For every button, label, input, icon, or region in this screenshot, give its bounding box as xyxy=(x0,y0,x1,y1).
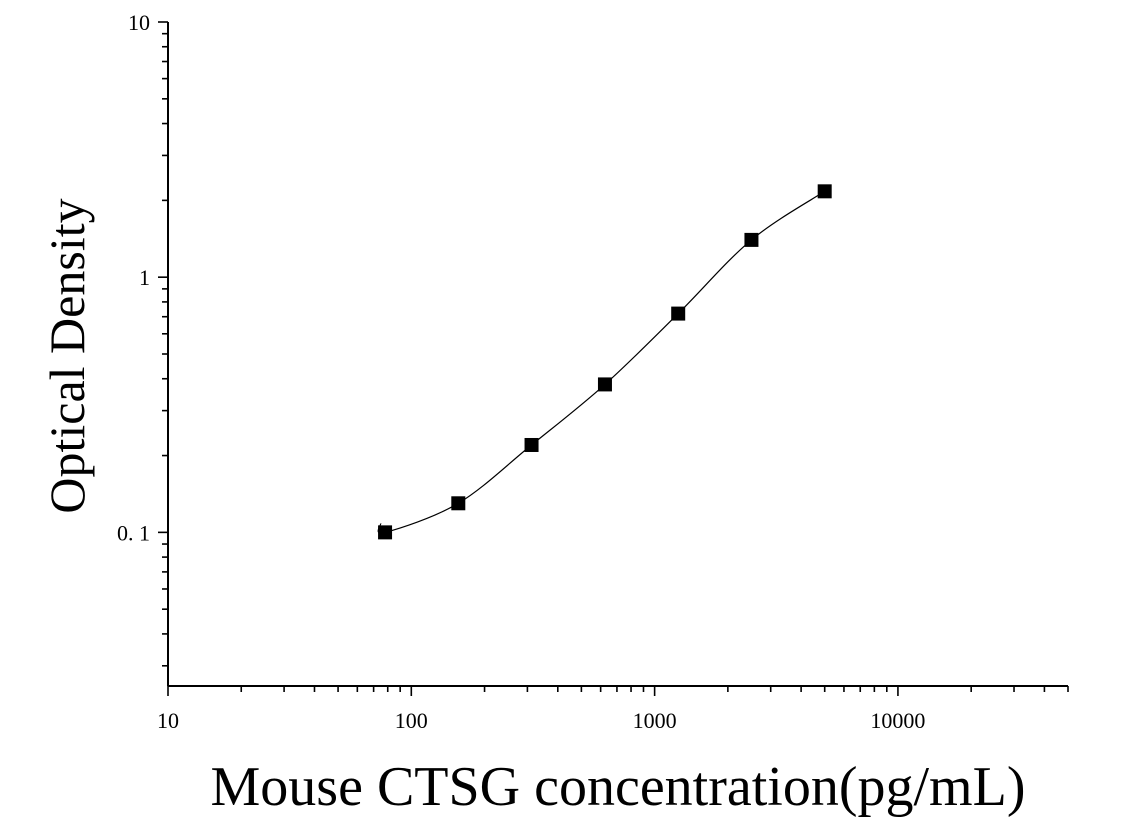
y-tick-label: 1 xyxy=(139,265,150,290)
x-tick-label: 10 xyxy=(157,708,179,733)
x-tick-label: 10000 xyxy=(870,708,925,733)
y-tick-label: 10 xyxy=(128,10,150,35)
x-axis-title: Mouse CTSG concentration(pg/mL) xyxy=(211,756,1026,818)
data-points xyxy=(378,184,832,540)
data-point xyxy=(524,437,539,452)
x-tick-label: 100 xyxy=(395,708,428,733)
data-point xyxy=(744,232,759,247)
axes xyxy=(167,22,1068,687)
data-point xyxy=(671,306,686,321)
y-tick-label: 0. 1 xyxy=(117,520,150,545)
data-point xyxy=(817,184,832,199)
data-point xyxy=(451,496,466,511)
data-point xyxy=(597,377,612,392)
ticks: 10 100 1000 10000 0. 1 1 10 xyxy=(117,10,1069,733)
x-tick-label: 1000 xyxy=(633,708,677,733)
data-point xyxy=(378,525,393,540)
y-axis-title: Optical Density xyxy=(39,198,95,513)
